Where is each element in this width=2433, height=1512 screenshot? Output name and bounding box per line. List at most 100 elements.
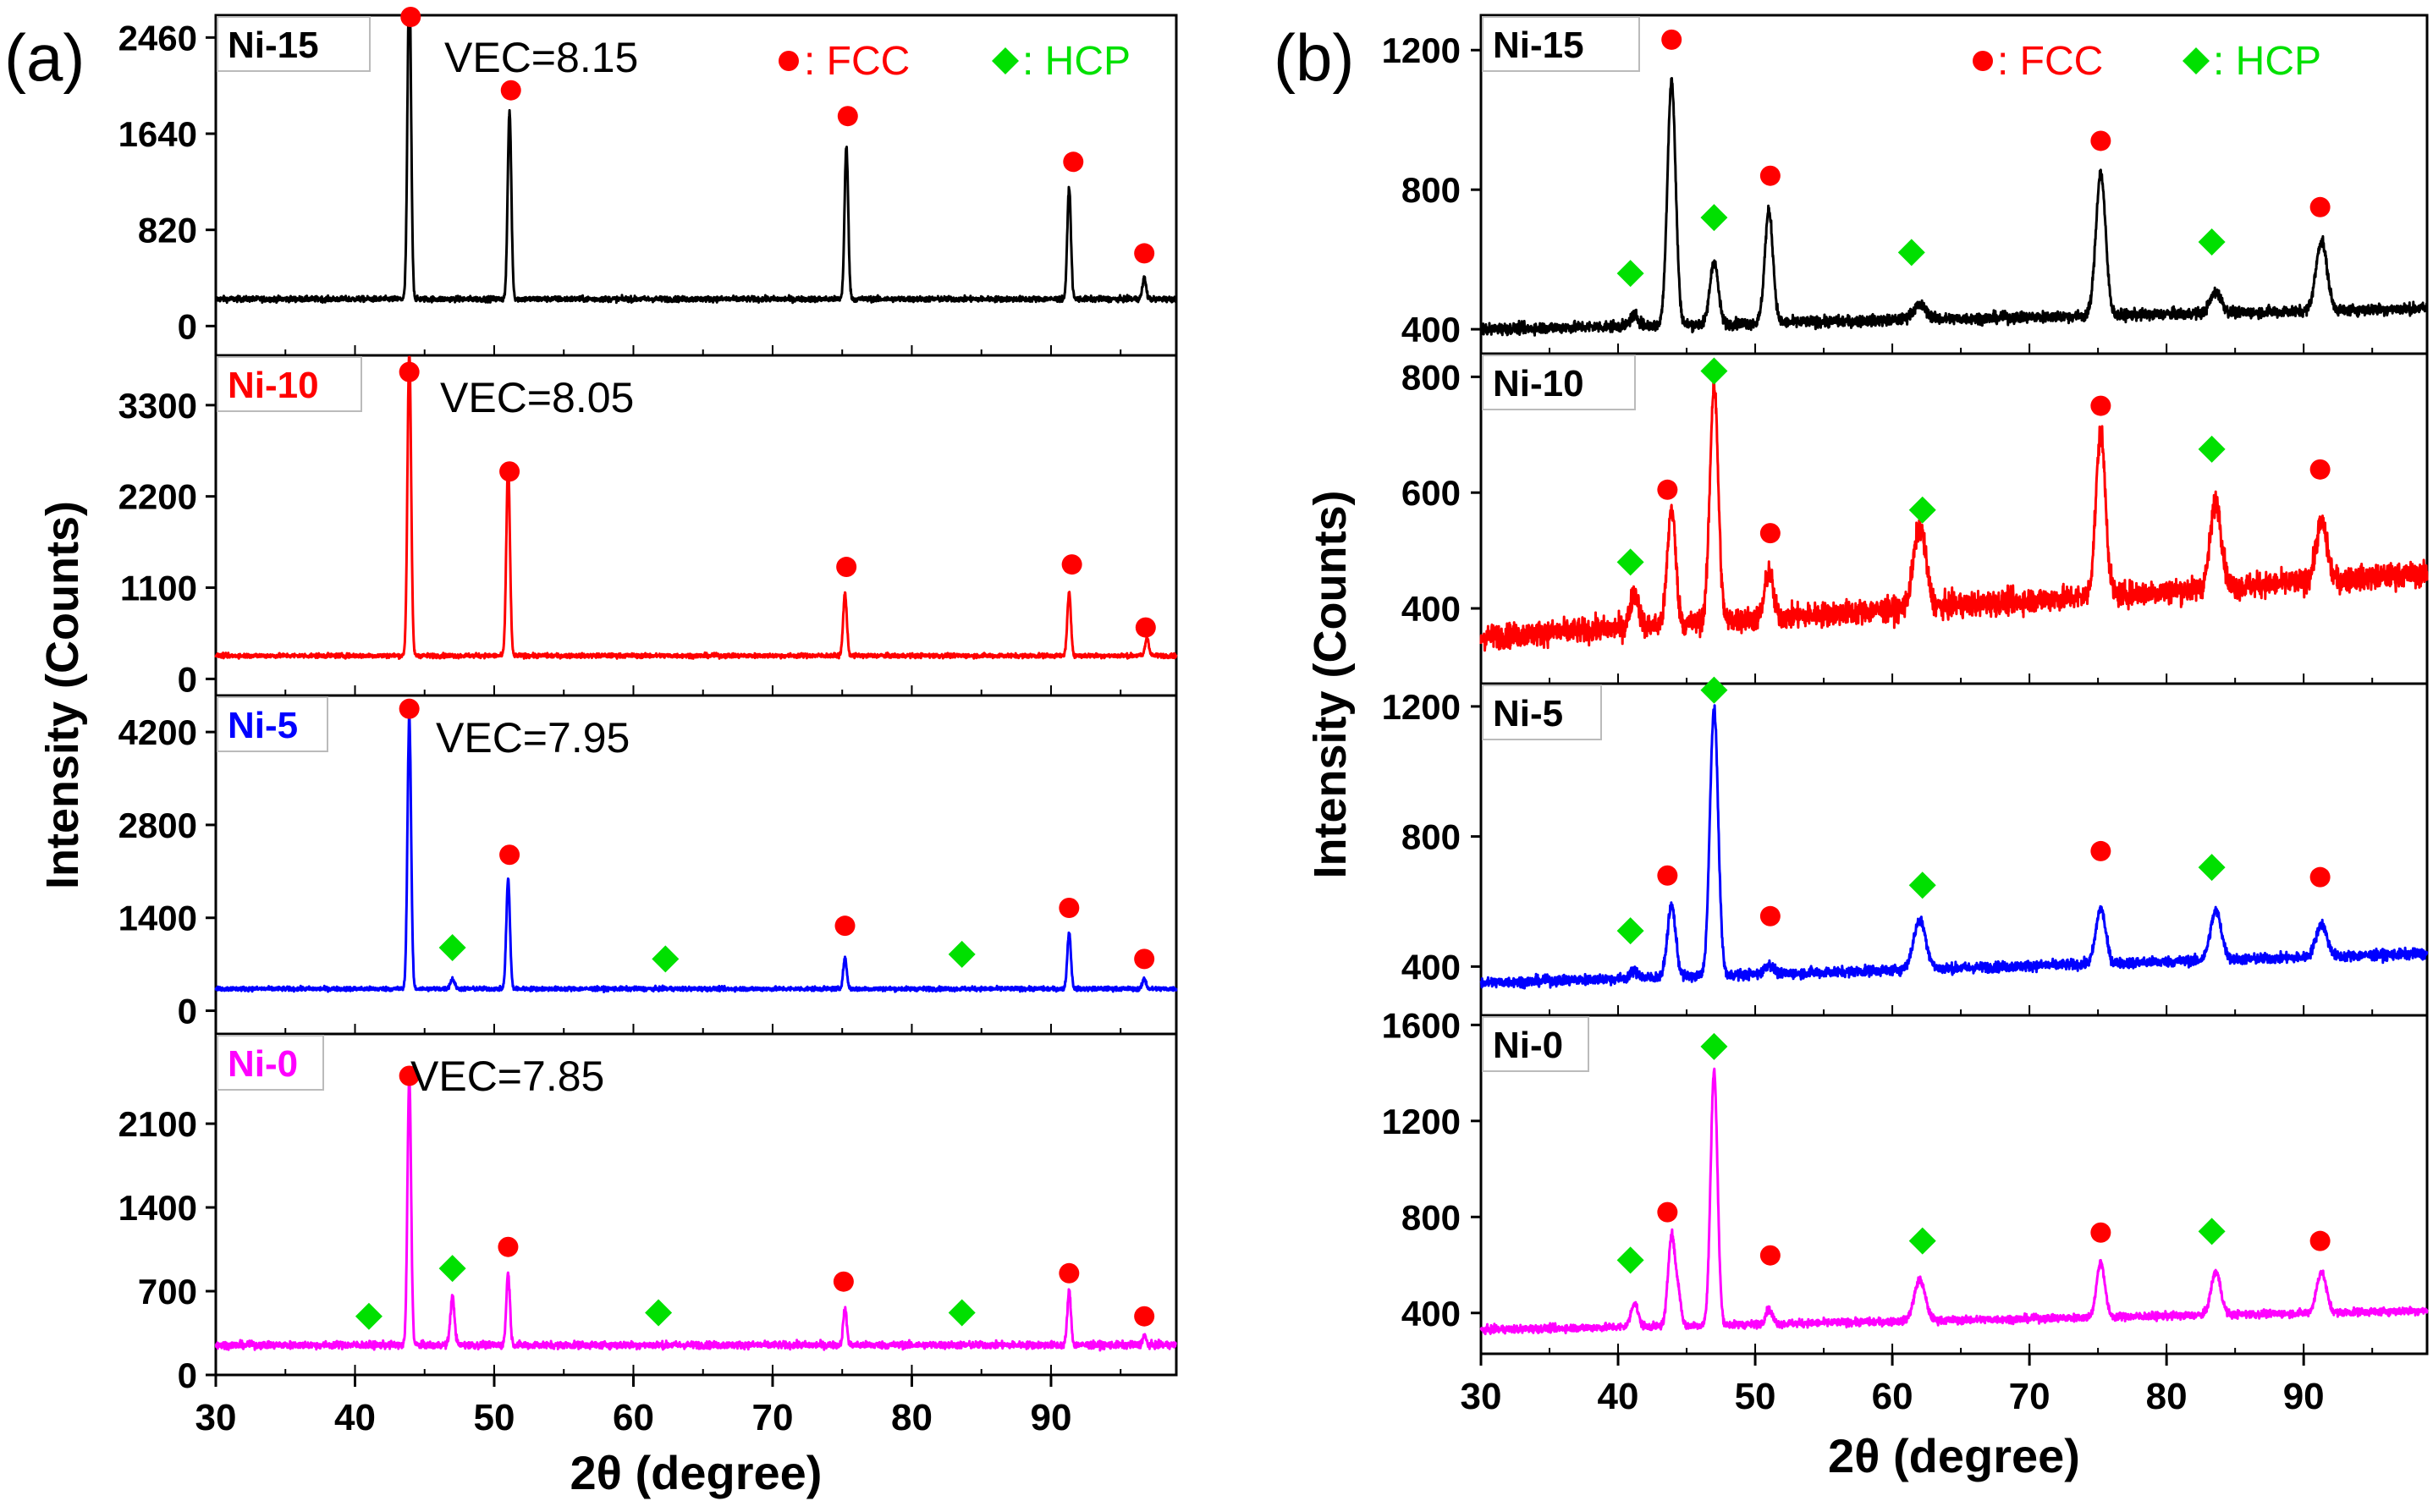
x-tick-label: 50 [474,1397,515,1438]
x-tick-label: 90 [1030,1397,1071,1438]
x-axis-label: 2θ (degree) [570,1446,823,1499]
y-tick-label: 0 [178,306,197,346]
x-tick-label: 30 [195,1397,237,1438]
legend-fcc-label: : FCC [804,39,910,84]
hcp-peak-marker [438,1255,466,1283]
xrd-pattern-line [1479,1067,2429,1336]
y-tick-label: 820 [138,211,197,250]
x-tick-label: 40 [334,1397,376,1438]
vec-label: VEC=8.05 [440,374,634,421]
y-tick-label: 400 [1401,947,1461,987]
fcc-peak-marker [2090,840,2111,861]
hcp-peak-marker [1700,1032,1728,1060]
y-axis-label: Intensity (Counts) [37,501,88,889]
sample-label: Ni-10 [228,365,319,406]
fcc-peak-marker [2090,1222,2111,1243]
fcc-peak-marker [399,361,420,382]
hcp-peak-marker [1616,548,1644,576]
panel-label: (a) [4,20,85,95]
subplot-ni-10: 400 600 800 Ni-10 [1401,352,2429,685]
fcc-peak-marker [1059,1262,1080,1284]
subplot-frame [214,1032,1178,1377]
legend-fcc-marker [779,51,799,71]
hcp-peak-marker [2198,228,2226,256]
fcc-peak-marker [2309,866,2331,888]
fcc-peak-marker [1661,29,1682,50]
subplot-frame [1479,682,2429,1017]
y-tick-label: 700 [138,1272,197,1311]
vec-label: VEC=7.85 [410,1053,604,1100]
x-axis-label: 2θ (degree) [1828,1429,2080,1482]
xrd-pattern-line [1479,378,2429,652]
fcc-peak-marker [1134,948,1155,970]
y-tick-label: 0 [178,992,197,1031]
x-tick-label: 70 [2009,1376,2050,1417]
x-tick-label: 80 [2146,1376,2188,1417]
fcc-peak-marker [2090,395,2111,416]
y-axis-label: Intensity (Counts) [1305,491,1356,879]
fcc-peak-marker [1759,523,1781,544]
y-tick-label: 800 [1401,1197,1461,1237]
panel-b: (b) Intensity (Counts) 2θ (degree) 30 40 50 60… [1274,14,2429,1482]
sample-label-box [1482,685,1602,740]
sample-label: Ni-5 [228,705,298,746]
fcc-peak-marker [837,106,858,127]
vec-label: VEC=8.15 [444,34,638,81]
fcc-peak-marker [2090,130,2111,151]
subplot-ni-5: 0 1400 2800 4200 Ni-5 VEC=7.95 [118,694,1178,1036]
hcp-peak-marker [1908,871,1936,899]
hcp-peak-marker [2198,854,2226,882]
fcc-peak-marker [2309,196,2331,217]
legend-hcp-marker [2183,47,2210,74]
hcp-peak-marker [1616,260,1644,288]
fcc-peak-marker [1061,554,1082,575]
fcc-peak-marker [1134,1306,1155,1327]
fcc-peak-marker [499,844,520,866]
y-tick-label: 1400 [118,1188,197,1228]
y-tick-label: 4200 [118,712,197,752]
hcp-peak-marker [652,945,680,973]
y-tick-label: 400 [1401,310,1461,349]
fcc-peak-marker [400,7,421,27]
y-tick-label: 1600 [1382,1005,1461,1045]
fcc-peak-marker [1134,243,1155,264]
fcc-peak-marker [399,1065,420,1086]
y-tick-label: 800 [1401,357,1461,397]
y-tick-label: 2200 [118,477,197,517]
legend-hcp-label: : HCP [1022,39,1131,84]
fcc-peak-marker [1657,479,1678,500]
fcc-peak-marker [1657,1201,1678,1223]
y-tick-label: 800 [1401,817,1461,857]
hcp-peak-marker [1700,357,1728,385]
y-tick-label: 2100 [118,1104,197,1144]
y-tick-label: 1200 [1382,30,1461,70]
sample-label-box [1482,16,1640,72]
subplot-ni-0: 0 700 1400 2100 Ni-0 VEC=7.85 [118,1032,1178,1395]
y-tick-label: 1200 [1382,1102,1461,1141]
fcc-peak-marker [834,915,856,937]
sample-label: Ni-0 [228,1043,298,1085]
xrd-pattern-line [1479,77,2429,337]
y-tick-label: 2460 [118,18,197,58]
vec-label: VEC=7.95 [436,714,630,761]
y-tick-label: 800 [1401,170,1461,210]
hcp-peak-marker [1700,204,1728,232]
panel-label: (b) [1274,20,1354,95]
fcc-peak-marker [499,461,520,482]
fcc-peak-marker [1063,151,1084,173]
sample-label-box [217,696,328,752]
y-tick-label: 400 [1401,1294,1461,1333]
subplot-ni-10: 0 1100 2200 3300 Ni-10 VEC=8.05 [118,354,1178,699]
y-tick-label: 1640 [118,114,197,154]
y-tick-label: 0 [178,1355,197,1395]
sample-label: Ni-15 [228,25,319,66]
subplot-ni-15: 0 820 1640 2460 Ni-15 VEC=8.15 [118,7,1178,357]
sample-label-box [217,356,362,412]
fcc-peak-marker [833,1271,854,1292]
x-tick-label: 70 [751,1397,793,1438]
x-tick-label: 40 [1598,1376,1639,1417]
fcc-peak-marker [1759,165,1781,186]
fcc-peak-marker [399,698,420,719]
fcc-peak-marker [836,557,857,578]
